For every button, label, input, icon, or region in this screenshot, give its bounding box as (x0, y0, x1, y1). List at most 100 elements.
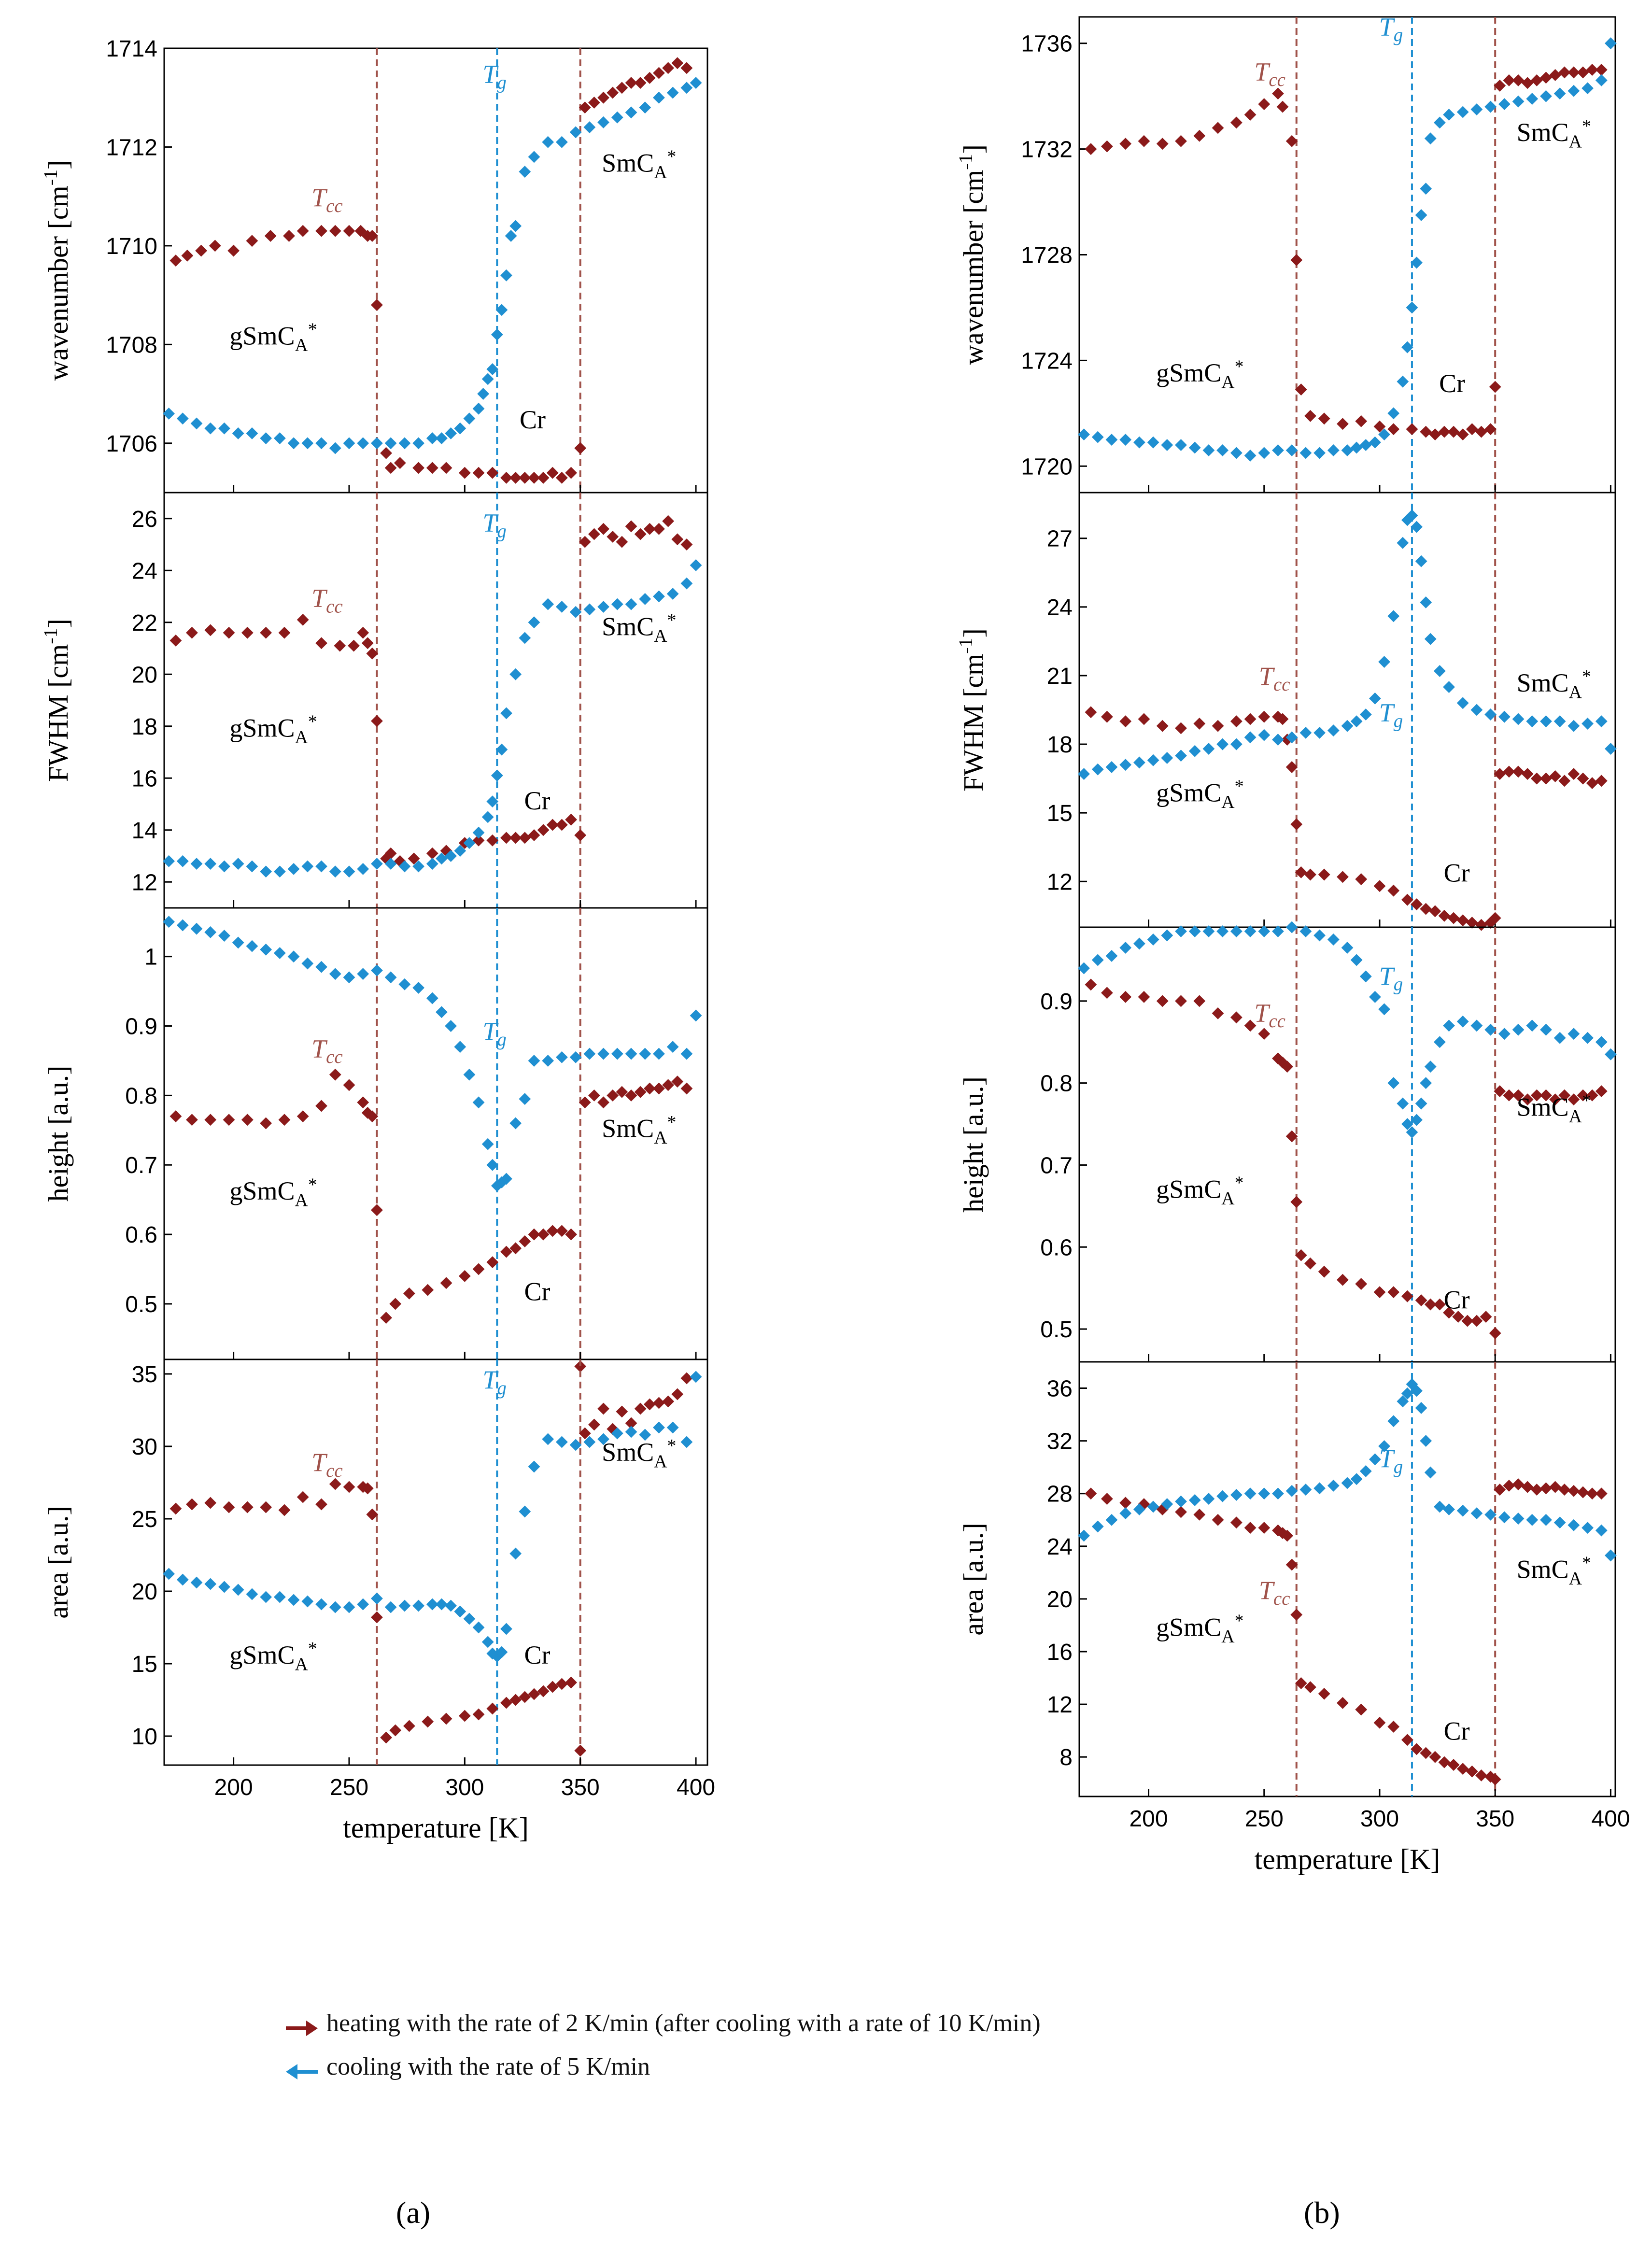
data-point (616, 1405, 628, 1418)
annotation-tcc: Tcc (1259, 662, 1290, 695)
data-point (1498, 98, 1511, 110)
data-point (583, 1047, 596, 1060)
data-point (1498, 1511, 1511, 1524)
data-point (1119, 759, 1132, 771)
data-point (403, 1287, 415, 1300)
data-point (1433, 1298, 1446, 1311)
data-point (1258, 710, 1271, 723)
data-point (486, 363, 499, 375)
data-point (1119, 942, 1132, 954)
data-point (315, 1100, 327, 1112)
data-point (1378, 1003, 1390, 1016)
data-point (569, 1051, 582, 1063)
data-point (1133, 937, 1145, 950)
data-point (1540, 1513, 1552, 1526)
data-point (1147, 436, 1159, 449)
data-point (481, 1636, 494, 1648)
data-point (1420, 1435, 1432, 1447)
data-point (1433, 1500, 1446, 1513)
data-point (440, 462, 452, 474)
data-point (371, 299, 383, 311)
data-point (1424, 1298, 1437, 1311)
data-point (1420, 183, 1432, 195)
data-point (445, 1020, 457, 1032)
data-point (204, 1578, 217, 1590)
data-point (546, 1225, 559, 1237)
x-tick-label: 250 (330, 1775, 368, 1800)
subplot-a-area: 10 15 20 25 30 35 area [a.u.] Tcc Tg gSmCA* Cr SmCA… (42, 1358, 708, 1766)
data-point (283, 230, 295, 242)
y-tick-label: 30 (132, 1434, 157, 1460)
data-point (1475, 919, 1487, 931)
data-point (1085, 1487, 1097, 1500)
annotation-smcastar: SmCA* (1517, 116, 1591, 152)
data-point (486, 1647, 499, 1660)
data-point (666, 588, 679, 600)
data-point (1498, 710, 1511, 723)
data-point (1369, 436, 1381, 449)
data-point (509, 832, 522, 844)
data-point (273, 432, 286, 444)
annotation-cr: Cr (1444, 858, 1470, 887)
data-point (1101, 1493, 1113, 1505)
data-point (1456, 1504, 1469, 1517)
data-point (1605, 37, 1617, 50)
data-point (1470, 103, 1483, 115)
data-point (671, 57, 684, 70)
data-point (1447, 425, 1460, 438)
data-point (1567, 1093, 1580, 1106)
annotation-smcastar: SmCA* (1517, 1553, 1591, 1588)
data-point (1475, 1769, 1487, 1782)
data-point (1461, 1315, 1474, 1327)
data-point (1466, 1765, 1478, 1778)
data-point (297, 1110, 309, 1122)
data-point (1397, 1395, 1409, 1408)
y-tick-label: 28 (1047, 1482, 1073, 1507)
data-point (1230, 715, 1243, 728)
data-point (422, 1715, 434, 1728)
annotation-cr: Cr (520, 405, 546, 434)
data-point (1549, 1481, 1562, 1493)
data-point (1567, 1519, 1580, 1531)
data-point (1581, 1522, 1594, 1534)
y-tick-label: 18 (1047, 732, 1073, 758)
data-point (1577, 1486, 1589, 1499)
data-point (680, 577, 693, 590)
data-point (287, 863, 300, 875)
y-tick-label: 18 (132, 714, 157, 740)
data-point (1429, 428, 1441, 441)
data-point (1313, 1482, 1326, 1495)
data-point (625, 598, 637, 610)
data-point (1595, 775, 1608, 787)
annotation-smcastar: SmCA* (1517, 1091, 1591, 1127)
series-heating (1085, 978, 1608, 1339)
data-point (1285, 731, 1298, 744)
y-tick-label: 36 (1047, 1376, 1073, 1402)
data-point (426, 462, 438, 474)
data-point (528, 829, 540, 841)
data-point (436, 1006, 448, 1018)
data-point (1133, 436, 1145, 449)
data-point (223, 1114, 235, 1126)
data-point (519, 832, 531, 844)
data-point (278, 1114, 291, 1126)
data-point (1401, 341, 1413, 354)
data-point (472, 402, 485, 415)
data-point (1091, 431, 1104, 443)
data-point (588, 1089, 600, 1102)
data-point (579, 536, 591, 548)
data-point (1341, 942, 1354, 954)
data-point (481, 373, 494, 385)
data-point (169, 1110, 182, 1122)
data-point (1341, 720, 1354, 732)
data-point (260, 432, 272, 444)
data-point (1258, 447, 1271, 459)
data-point (597, 91, 609, 104)
data-point (260, 1117, 272, 1130)
data-point (1586, 1089, 1598, 1102)
data-point (260, 1501, 272, 1513)
data-point (472, 1621, 485, 1634)
data-point (643, 71, 656, 84)
y-tick-label: 15 (1047, 801, 1073, 826)
data-point (1188, 925, 1201, 937)
